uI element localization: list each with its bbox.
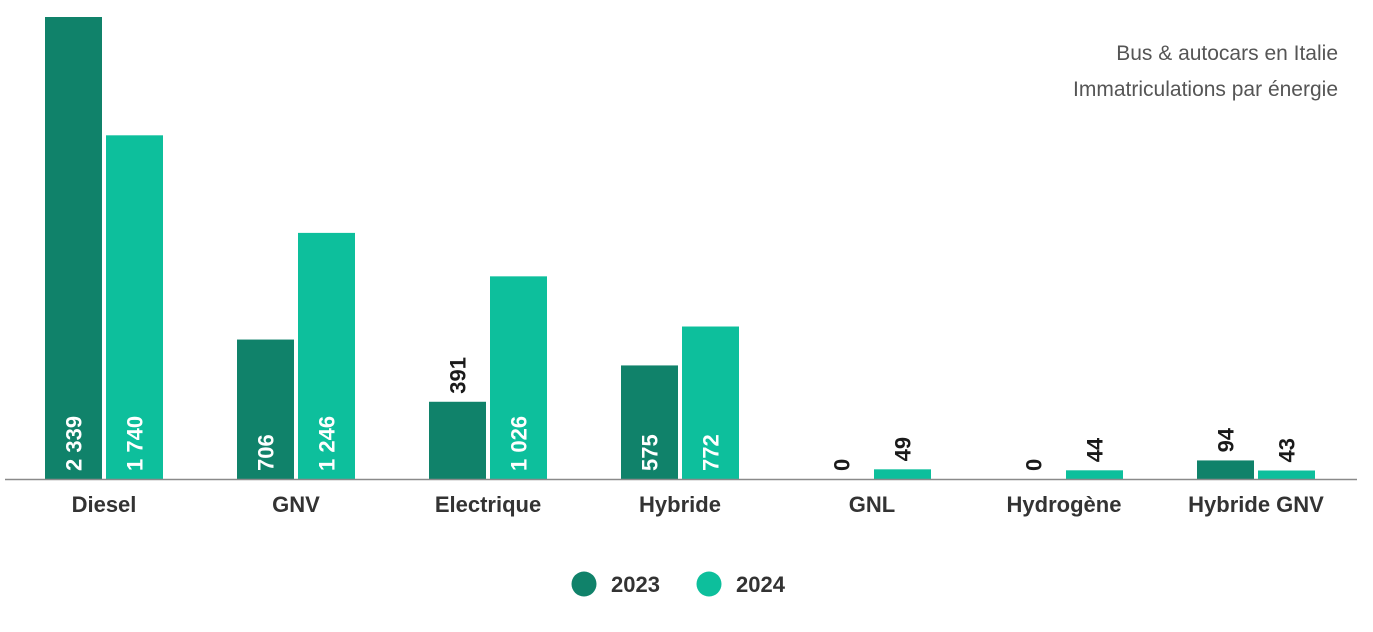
bar-2023-2: [429, 401, 486, 479]
bar-2024-2: [490, 276, 547, 479]
value-label-2024-0: 1 740: [123, 416, 148, 471]
value-label-2023-0: 2 339: [62, 416, 87, 471]
chart-title-line-2: Immatriculations par énergie: [1073, 78, 1338, 101]
value-label-2024-5: 44: [1083, 437, 1108, 462]
bar-2024-0: [106, 135, 163, 479]
legend-marker-2024: [696, 571, 722, 597]
value-label-2024-2: 1 026: [507, 416, 532, 471]
category-label-1: GNV: [272, 492, 320, 517]
value-label-2023-2: 391: [446, 357, 471, 394]
category-labels: Diesel GNV Electrique Hybride GNL Hydrogène Hy…: [72, 492, 1325, 517]
value-label-2023-1: 706: [254, 434, 279, 471]
value-labels: 2 339 1 740 706 1 246 391 1 026 575 772 0 49 0 44 94…: [62, 357, 1300, 471]
value-label-2024-1: 1 246: [315, 416, 340, 471]
chart-title-line-1: Bus & autocars en Italie: [1116, 42, 1338, 65]
value-label-2023-4: 0: [830, 459, 855, 471]
category-label-6: Hybride GNV: [1188, 492, 1324, 517]
bar-2023-3: [621, 365, 678, 479]
bars: [45, 17, 1315, 479]
value-label-2023-3: 575: [638, 434, 663, 471]
category-label-3: Hybride: [639, 492, 721, 517]
category-label-4: GNL: [849, 492, 895, 517]
value-label-2024-4: 49: [891, 437, 916, 461]
bar-2024-5: [1066, 470, 1123, 479]
category-label-0: Diesel: [72, 492, 137, 517]
value-label-2024-3: 772: [699, 434, 724, 471]
chart-title: Bus & autocars en Italie Immatriculation…: [1073, 42, 1338, 101]
bar-2024-1: [298, 232, 355, 479]
value-label-2023-6: 94: [1214, 427, 1239, 452]
category-label-2: Electrique: [435, 492, 541, 517]
legend: 2023 2024: [571, 571, 786, 597]
category-label-5: Hydrogène: [1007, 492, 1122, 517]
bar-2023-0: [45, 17, 102, 479]
value-label-2023-5: 0: [1022, 459, 1047, 471]
legend-label-2023: 2023: [611, 572, 660, 597]
bar-2023-6: [1197, 460, 1254, 479]
bar-2024-6: [1258, 470, 1315, 479]
legend-label-2024: 2024: [736, 572, 786, 597]
bar-2023-1: [237, 339, 294, 479]
bar-2024-4: [874, 469, 931, 479]
value-label-2024-6: 43: [1275, 438, 1300, 462]
bar-2024-3: [682, 326, 739, 479]
legend-marker-2023: [571, 571, 597, 597]
